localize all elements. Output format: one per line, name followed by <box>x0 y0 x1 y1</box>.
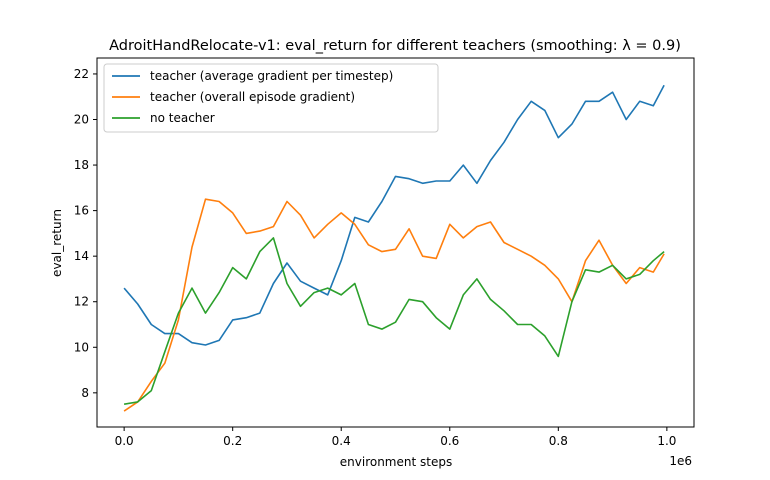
y-tick-label: 8 <box>81 386 89 400</box>
x-tick-label: 0.8 <box>549 434 568 448</box>
legend: teacher (average gradient per timestep) t… <box>103 63 439 133</box>
x-tick-label: 0.2 <box>223 434 242 448</box>
y-tick-label: 10 <box>74 340 89 354</box>
x-tick-label: 0.6 <box>440 434 459 448</box>
x-scale-label: 1e6 <box>669 454 692 468</box>
y-tick-label: 12 <box>74 295 89 309</box>
series-line-0 <box>123 84 665 346</box>
y-axis-label: eval_return <box>50 209 64 277</box>
legend-entry: teacher (average gradient per timestep) <box>150 69 393 83</box>
x-tick-label: 1.0 <box>657 434 676 448</box>
x-axis-label: environment steps <box>340 455 452 469</box>
y-tick-label: 22 <box>74 67 89 81</box>
y-axis: 8 10 12 14 16 18 20 22 <box>74 67 97 400</box>
y-tick-label: 20 <box>74 113 89 127</box>
series-lines <box>123 84 665 412</box>
x-axis: 0.0 0.2 0.4 0.6 0.8 1.0 <box>115 427 676 448</box>
x-tick-label: 0.4 <box>332 434 351 448</box>
y-tick-label: 16 <box>74 204 89 218</box>
legend-entry: teacher (overall episode gradient) <box>150 90 355 104</box>
y-tick-label: 14 <box>74 249 89 263</box>
legend-entry: no teacher <box>150 111 215 125</box>
chart-title: AdroitHandRelocate-v1: eval_return for d… <box>109 38 681 54</box>
plot-frame <box>96 57 695 428</box>
series-line-2 <box>123 237 665 405</box>
series-line-1 <box>123 198 665 412</box>
legend-box <box>103 63 439 133</box>
x-tick-label: 0.0 <box>115 434 134 448</box>
y-tick-label: 18 <box>74 158 89 172</box>
